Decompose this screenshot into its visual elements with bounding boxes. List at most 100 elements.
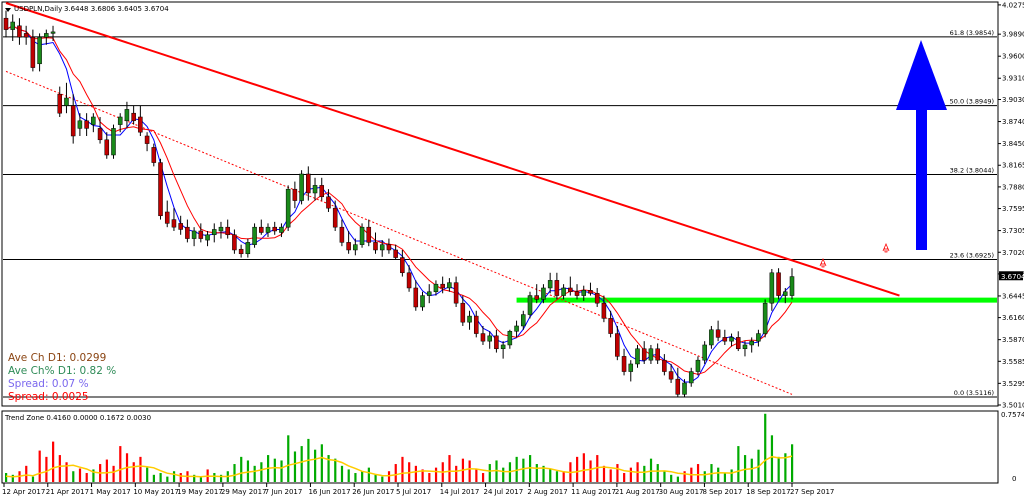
zone-bar-down [52, 441, 55, 482]
moving-averages [5, 25, 793, 383]
zone-bar-down [596, 455, 599, 482]
zone-bar-up [253, 465, 256, 482]
zone-bar-down [65, 462, 68, 482]
zone-bar-down [139, 456, 142, 482]
zone-bar-up [219, 474, 223, 482]
zone-bar-up [31, 476, 35, 482]
candle-body [594, 293, 600, 304]
y-tick-label: 3.7305 [1002, 227, 1024, 235]
zone-bar-up [172, 471, 176, 482]
zone-bar-up [146, 467, 149, 482]
channel-line [5, 70, 793, 395]
candle-body [588, 290, 593, 294]
ave-ch-label: Ave Ch D1: 0.0299 [8, 352, 106, 364]
candle-body [460, 302, 466, 323]
candle-body [769, 272, 775, 304]
zone-bar-down [78, 468, 82, 482]
fibo-level-label: 38.2 (3.8044) [950, 166, 994, 174]
candle-body [722, 337, 728, 342]
candle-body [420, 295, 425, 308]
candle-body [306, 173, 311, 194]
candle-body [299, 173, 304, 201]
zone-bar-down [576, 456, 579, 482]
zone-bar-down [58, 455, 61, 482]
zone-bar-up [770, 435, 774, 482]
spread-pct-label: Spread: 0.07 % [8, 378, 89, 390]
candle-body [709, 329, 714, 346]
zone-bar-up [535, 464, 538, 482]
zone-bar-down [683, 471, 686, 482]
zone-bar-up [5, 473, 8, 482]
candle-body [279, 226, 284, 233]
zone-bar-up [193, 474, 196, 482]
zone-bar-up [743, 455, 747, 482]
candle-body [393, 249, 398, 258]
zone-bar-down [562, 471, 565, 482]
zone-bar-down [387, 471, 391, 482]
candle-body [527, 295, 533, 315]
zone-bar-down [119, 446, 122, 482]
candle-body [601, 302, 607, 319]
main-chart-frame [1, 1, 999, 407]
fibo-level-label: 61.8 (3.9854) [950, 29, 994, 37]
x-tick-label: 26 Jun 2017 [352, 488, 394, 496]
up-arrow-marker-icon [882, 242, 890, 253]
y-tick-label: 3.5010 [1002, 402, 1024, 410]
candle-body [158, 162, 163, 217]
x-tick-label: 30 Aug 2017 [659, 488, 704, 496]
zone-average-line [5, 455, 793, 478]
x-tick-label: 7 Jun 2017 [265, 488, 303, 496]
candle-body [735, 337, 741, 350]
candle-body [480, 333, 486, 342]
candle-body [554, 280, 560, 296]
candle-body [789, 276, 795, 296]
candle-body [37, 36, 42, 65]
candle-body [292, 188, 298, 201]
y-tick-label: 3.9310 [1002, 75, 1024, 83]
zone-bar-down [421, 469, 424, 482]
zone-bar-down [38, 450, 41, 482]
x-tick-label: 24 Jul 2017 [484, 488, 524, 496]
zone-bar-up [703, 471, 706, 482]
zone-bar-down [414, 465, 417, 482]
candle-body [185, 226, 190, 239]
candle-body [353, 244, 358, 251]
ma-slow-line [5, 25, 793, 375]
zone-bar-up [488, 464, 491, 482]
zone-bar-up [300, 446, 303, 482]
candle-body [319, 185, 325, 198]
candle-body [252, 226, 257, 245]
dropdown-triangle-icon[interactable] [5, 8, 11, 12]
candle-body [473, 315, 479, 334]
candle-body [245, 242, 251, 255]
zone-bar-down [468, 460, 471, 482]
candle-body [783, 291, 788, 296]
y-tick-label: 3.6445 [1002, 292, 1024, 300]
candle-body [151, 147, 157, 163]
candle-body [715, 329, 721, 338]
candle-body [668, 371, 674, 380]
zone-bar-down [481, 473, 485, 482]
zone-bar-up [663, 471, 666, 482]
candle-body [339, 226, 345, 243]
candle-body [366, 226, 372, 243]
candle-body [17, 25, 22, 38]
candle-body [30, 36, 36, 68]
candle-body [178, 223, 183, 230]
x-tick-label: 29 May 2017 [221, 488, 267, 496]
current-price-label: 3.6704 [1001, 273, 1024, 281]
zone-bar-up [320, 444, 323, 482]
price-axis: 4.0275 3.9890 3.9600 3.9310 3.9030 3.8740 3.84… [998, 1, 1024, 410]
zone-bar-up [737, 446, 740, 482]
zone-bar-up [777, 456, 780, 482]
zone-bar-down [132, 462, 135, 482]
zone-bar-up [166, 476, 169, 482]
candle-body [453, 282, 459, 304]
x-tick-label: 10 May 2017 [133, 488, 179, 496]
candle-body [742, 344, 748, 350]
zone-bar-down [589, 460, 592, 482]
candle-body [379, 244, 385, 251]
x-tick-label: 21 Aug 2017 [615, 488, 660, 496]
zone-bar-up [502, 467, 505, 482]
